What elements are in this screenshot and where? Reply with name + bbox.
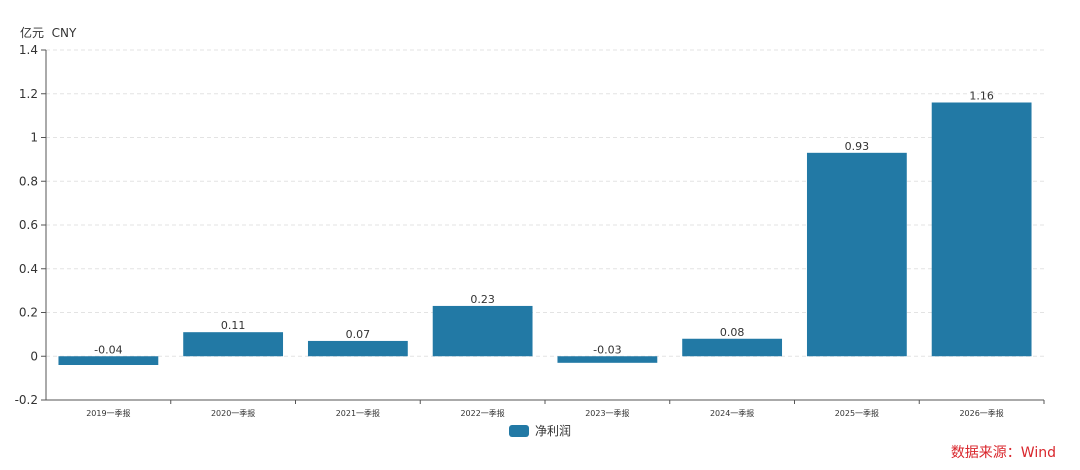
y-tick-label: 0.4: [19, 262, 38, 276]
x-tick-label: 2021一季报: [336, 408, 380, 418]
bar: [806, 152, 907, 357]
bar-value-label: -0.03: [593, 343, 621, 356]
grid-lines: [46, 49, 1044, 357]
data-source: 数据来源：Wind: [950, 445, 1056, 461]
bar: [58, 356, 159, 365]
bar: [557, 356, 658, 363]
y-tick-label: 0.8: [19, 174, 38, 188]
bar-value-label: -0.04: [94, 343, 122, 356]
bar-value-label: 0.93: [845, 140, 870, 153]
bars: [58, 102, 1032, 365]
bar-value-label: 0.11: [221, 319, 246, 332]
x-tick-label: 2025一季报: [835, 408, 879, 418]
legend[interactable]: 净利润: [509, 422, 571, 439]
bar-value-label: 0.08: [720, 326, 745, 339]
bar-value-label: 0.23: [470, 293, 495, 306]
y-tick-label: 0: [30, 349, 38, 363]
labels: -0.2 0 0.2 0.4 0.6 0.8 1 1.2 1.4 -0.04 2019一季报 0.11…: [15, 43, 1004, 418]
bar: [183, 332, 284, 357]
y-tick-label: 0.2: [19, 306, 38, 320]
legend-swatch: [509, 424, 529, 437]
y-tick-label: 0.6: [19, 218, 38, 232]
legend-label: 净利润: [535, 424, 572, 438]
x-tick-label: 2026一季报: [959, 408, 1003, 418]
x-tick-label: 2024一季报: [710, 408, 754, 418]
x-tick-label: 2020一季报: [211, 408, 255, 418]
bar: [931, 102, 1032, 357]
x-tick-label: 2023一季报: [585, 408, 629, 418]
bar: [432, 305, 533, 357]
bar-value-label: 0.07: [346, 328, 371, 341]
y-axis-unit-label: 亿元 CNY: [20, 26, 77, 40]
y-tick-label: 1: [30, 131, 38, 145]
bar: [682, 338, 783, 357]
x-tick-label: 2019一季报: [86, 408, 130, 418]
y-tick-label: 1.4: [19, 43, 38, 57]
y-tick-label: -0.2: [15, 393, 38, 407]
bar: [307, 340, 408, 357]
bar-value-label: 1.16: [969, 90, 994, 103]
y-tick-label: 1.2: [19, 87, 38, 101]
axes: [41, 49, 1045, 404]
x-tick-label: 2022一季报: [460, 408, 504, 418]
